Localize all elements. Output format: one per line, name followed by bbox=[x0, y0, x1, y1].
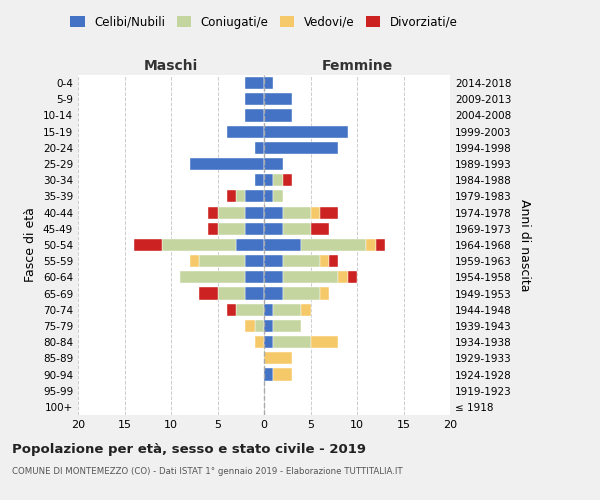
Bar bbox=[208, 206, 218, 218]
Bar bbox=[227, 190, 236, 202]
Bar bbox=[348, 272, 357, 283]
Y-axis label: Anni di nascita: Anni di nascita bbox=[518, 198, 531, 291]
Bar bbox=[236, 304, 264, 316]
Bar bbox=[264, 158, 283, 170]
Bar bbox=[320, 255, 329, 268]
Bar bbox=[301, 304, 311, 316]
Bar bbox=[181, 272, 245, 283]
Bar bbox=[264, 239, 301, 251]
Bar bbox=[254, 142, 264, 154]
Bar bbox=[320, 206, 338, 218]
Bar bbox=[218, 206, 245, 218]
Bar bbox=[283, 272, 338, 283]
Legend: Celibi/Nubili, Coniugati/e, Vedovi/e, Divorziati/e: Celibi/Nubili, Coniugati/e, Vedovi/e, Di… bbox=[65, 11, 463, 34]
Bar bbox=[264, 320, 274, 332]
Bar bbox=[264, 255, 283, 268]
Bar bbox=[264, 352, 292, 364]
Bar bbox=[264, 142, 338, 154]
Bar bbox=[264, 304, 274, 316]
Bar bbox=[264, 77, 274, 89]
Bar bbox=[218, 288, 245, 300]
Bar bbox=[236, 190, 245, 202]
Bar bbox=[264, 222, 283, 235]
Bar bbox=[311, 206, 320, 218]
Bar bbox=[366, 239, 376, 251]
Bar bbox=[236, 239, 264, 251]
Bar bbox=[162, 239, 236, 251]
Bar bbox=[190, 255, 199, 268]
Bar bbox=[274, 190, 283, 202]
Bar bbox=[274, 336, 311, 348]
Bar bbox=[283, 206, 311, 218]
Bar bbox=[245, 288, 264, 300]
Bar bbox=[190, 158, 264, 170]
Bar bbox=[254, 336, 264, 348]
Bar bbox=[218, 222, 245, 235]
Bar bbox=[283, 222, 311, 235]
Bar bbox=[199, 288, 218, 300]
Bar bbox=[254, 320, 264, 332]
Bar bbox=[227, 304, 236, 316]
Bar bbox=[227, 126, 264, 138]
Bar bbox=[245, 272, 264, 283]
Bar bbox=[301, 239, 366, 251]
Bar bbox=[283, 255, 320, 268]
Bar bbox=[245, 206, 264, 218]
Bar bbox=[376, 239, 385, 251]
Bar bbox=[245, 320, 254, 332]
Bar bbox=[199, 255, 245, 268]
Bar bbox=[283, 174, 292, 186]
Bar bbox=[245, 222, 264, 235]
Bar bbox=[245, 255, 264, 268]
Text: Maschi: Maschi bbox=[144, 58, 198, 72]
Bar bbox=[264, 174, 274, 186]
Bar bbox=[274, 174, 283, 186]
Bar bbox=[208, 222, 218, 235]
Bar bbox=[311, 336, 338, 348]
Bar bbox=[320, 288, 329, 300]
Text: Popolazione per età, sesso e stato civile - 2019: Popolazione per età, sesso e stato civil… bbox=[12, 442, 366, 456]
Bar bbox=[134, 239, 162, 251]
Bar bbox=[264, 288, 283, 300]
Text: COMUNE DI MONTEMEZZO (CO) - Dati ISTAT 1° gennaio 2019 - Elaborazione TUTTITALIA: COMUNE DI MONTEMEZZO (CO) - Dati ISTAT 1… bbox=[12, 468, 403, 476]
Bar bbox=[274, 304, 301, 316]
Bar bbox=[274, 320, 301, 332]
Bar bbox=[264, 368, 274, 380]
Text: Femmine: Femmine bbox=[322, 58, 392, 72]
Bar bbox=[264, 93, 292, 106]
Bar bbox=[245, 110, 264, 122]
Bar bbox=[245, 93, 264, 106]
Bar bbox=[264, 126, 348, 138]
Bar bbox=[264, 190, 274, 202]
Bar bbox=[254, 174, 264, 186]
Y-axis label: Fasce di età: Fasce di età bbox=[25, 208, 37, 282]
Bar bbox=[329, 255, 338, 268]
Bar bbox=[264, 110, 292, 122]
Bar bbox=[264, 336, 274, 348]
Bar bbox=[311, 222, 329, 235]
Bar bbox=[245, 190, 264, 202]
Bar bbox=[245, 77, 264, 89]
Bar bbox=[274, 368, 292, 380]
Bar bbox=[338, 272, 348, 283]
Bar bbox=[283, 288, 320, 300]
Bar bbox=[264, 272, 283, 283]
Bar bbox=[264, 206, 283, 218]
